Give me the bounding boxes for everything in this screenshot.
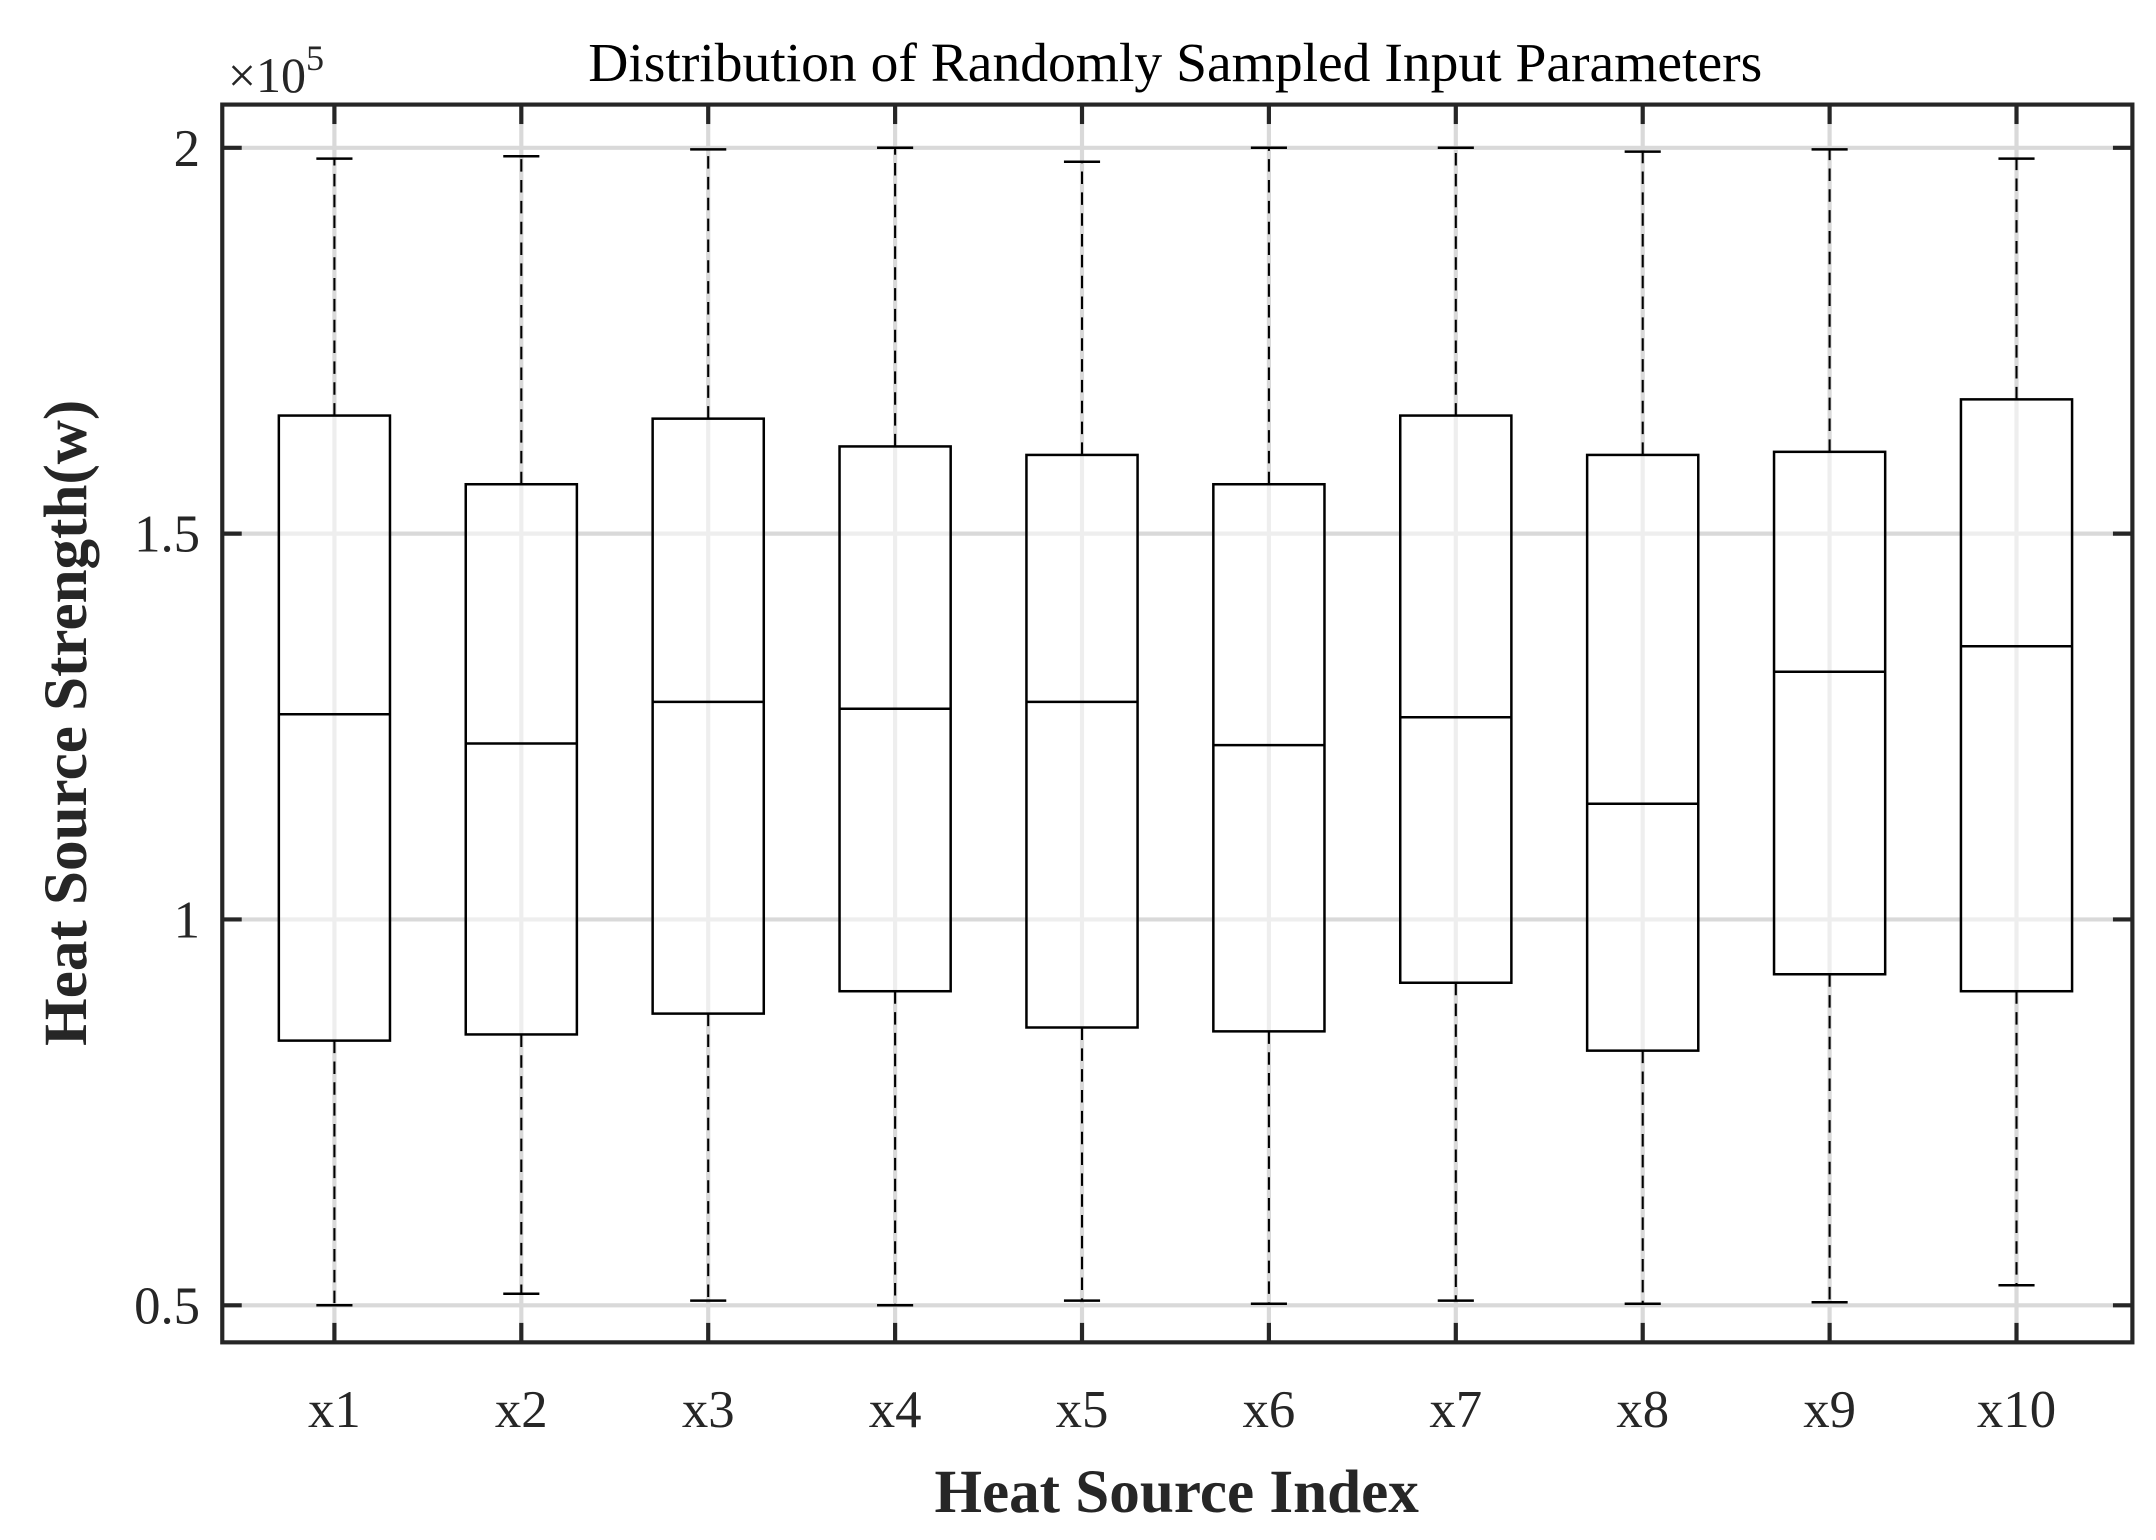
box-x8	[1585, 150, 1700, 1306]
iqr-box	[1959, 398, 2074, 993]
x-tick-label: x10	[1977, 1381, 2056, 1439]
box-x10	[1959, 157, 2074, 1287]
iqr-box	[1398, 414, 1513, 984]
chart-title: Distribution of Randomly Sampled Input P…	[588, 32, 1762, 94]
y-tick-label: 1.5	[134, 506, 200, 564]
x-tick-label: x6	[1243, 1381, 1296, 1439]
box-x7	[1398, 146, 1513, 1302]
ticks: 0.5 1 1.5 2 x1 x2 x3 x4 x5 x6 x7 x8 x9 x10	[134, 104, 2133, 1439]
x-tick-label: x8	[1616, 1381, 1669, 1439]
iqr-box	[277, 414, 392, 1042]
box-x6	[1212, 146, 1326, 1306]
box-x3	[651, 148, 766, 1302]
x-tick-label: x2	[495, 1381, 548, 1439]
box-x1	[277, 157, 392, 1307]
box-x9	[1772, 148, 1887, 1304]
iqr-box	[1772, 450, 1887, 976]
iqr-box	[1025, 453, 1139, 1029]
x-tick-label: x7	[1429, 1381, 1482, 1439]
box-x4	[838, 146, 952, 1307]
x-tick-label: x3	[682, 1381, 735, 1439]
iqr-box	[1585, 453, 1700, 1052]
y-multiplier: ×105	[228, 38, 324, 103]
iqr-box	[1212, 482, 1326, 1033]
box-x5	[1025, 160, 1139, 1302]
y-multiplier-base: ×10	[228, 47, 306, 103]
x-tick-label: x4	[869, 1381, 922, 1439]
y-tick-label: 0.5	[134, 1277, 200, 1335]
iqr-box	[464, 482, 579, 1036]
box-x2	[464, 155, 579, 1295]
y-axis-label: Heat Source Strength(w)	[33, 400, 100, 1046]
iqr-box	[838, 445, 952, 993]
x-tick-label: x9	[1803, 1381, 1856, 1439]
iqr-box	[651, 417, 766, 1015]
axes-frame	[220, 102, 2135, 1345]
y-tick-label: 1	[174, 892, 200, 950]
x-axis-label: Heat Source Index	[934, 1459, 1419, 1526]
x-tick-label: x5	[1056, 1381, 1109, 1439]
y-tick-label: 2	[174, 120, 200, 178]
boxes	[277, 146, 2074, 1307]
x-tick-label: x1	[308, 1381, 361, 1439]
y-multiplier-exp: 5	[306, 38, 324, 78]
